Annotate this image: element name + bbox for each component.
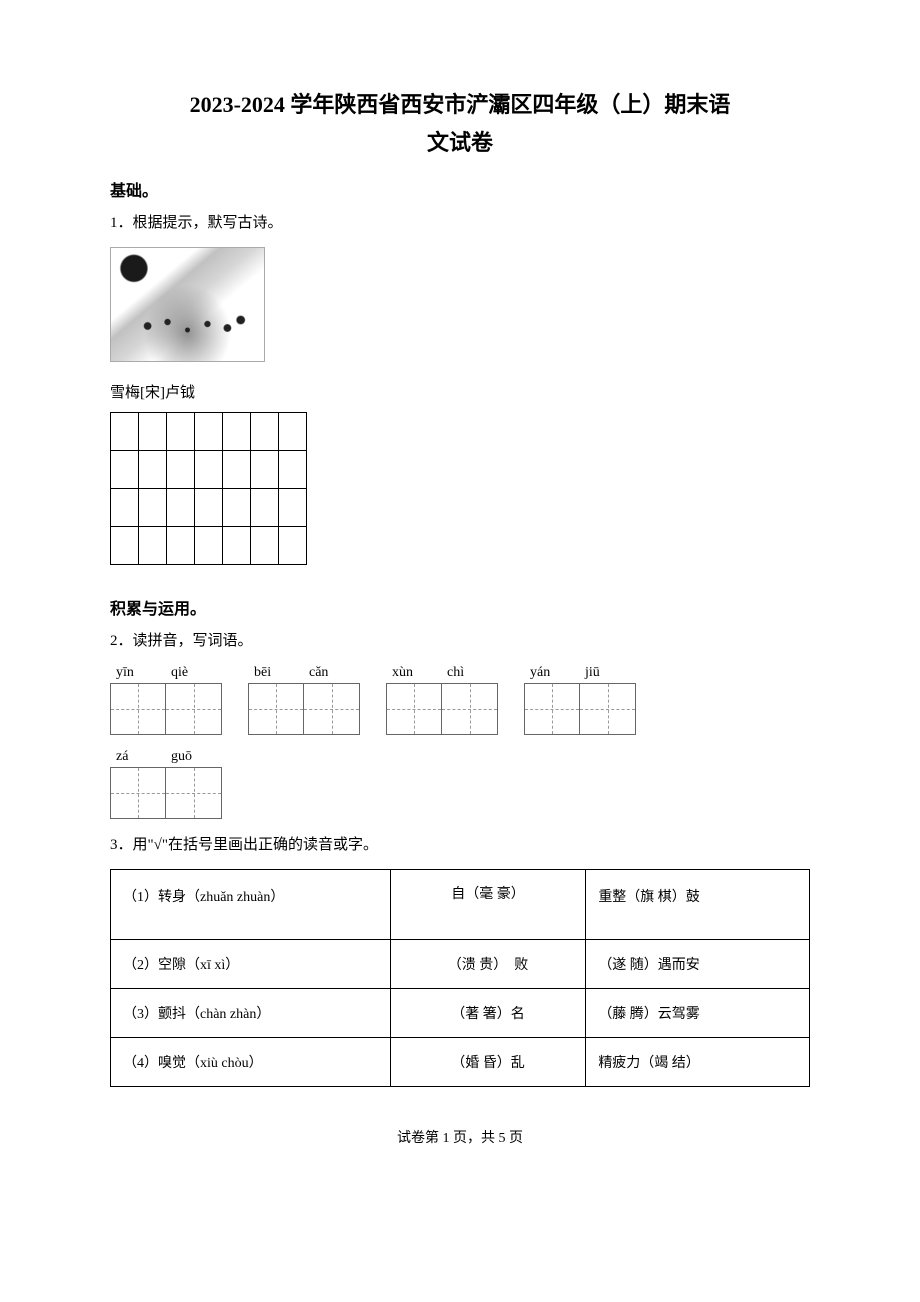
poem-grid-row <box>111 450 307 488</box>
tianzige-cell <box>387 684 442 734</box>
q3-cell: 精疲力（竭 结） <box>586 1037 810 1086</box>
q3-cell: （4）嗅觉（xiù chòu） <box>111 1037 391 1086</box>
q3-cell: （3）颤抖（chàn zhàn） <box>111 988 391 1037</box>
page-footer: 试卷第 1 页，共 5 页 <box>110 1127 810 1147</box>
tianzige-cell <box>304 684 359 734</box>
pinyin-box: yīn qiè <box>110 665 222 735</box>
pinyin-label: chì <box>441 665 496 681</box>
pinyin-box: bēi cǎn <box>248 665 360 735</box>
tianzige-cell <box>166 768 221 818</box>
poem-grid-row <box>111 488 307 526</box>
q2-pinyin-row1: yīn qiè bēi cǎn xùn chì yán jiū <box>110 665 810 735</box>
q3-text: 3．用"√"在括号里画出正确的读音或字。 <box>110 833 810 857</box>
table-row: （3）颤抖（chàn zhàn） （著 箸）名 （藤 腾）云驾雾 <box>111 988 810 1037</box>
pinyin-label: guō <box>165 749 220 765</box>
pinyin-label: jiū <box>579 665 634 681</box>
q3-cell: 重整（旗 棋）鼓 <box>586 869 810 939</box>
q3-cell: （藤 腾）云驾雾 <box>586 988 810 1037</box>
q2-text: 2．读拼音，写词语。 <box>110 629 810 653</box>
tianzige-cell <box>442 684 497 734</box>
table-row: （4）嗅觉（xiù chòu） （婚 昏）乱 精疲力（竭 结） <box>111 1037 810 1086</box>
section-b-heading: 积累与运用。 <box>110 595 810 619</box>
tianzige-cell <box>580 684 635 734</box>
table-row: （1）转身（zhuǎn zhuàn） 自（毫 豪） 重整（旗 棋）鼓 <box>111 869 810 939</box>
section-a-heading: 基础。 <box>110 177 810 201</box>
plum-snow-painting <box>110 247 265 362</box>
q3-table: （1）转身（zhuǎn zhuàn） 自（毫 豪） 重整（旗 棋）鼓 （2）空隙… <box>110 869 810 1087</box>
exam-title-line2: 文试卷 <box>110 125 810 157</box>
pinyin-label: yán <box>524 665 579 681</box>
tianzige-cell <box>249 684 304 734</box>
pinyin-label: zá <box>110 749 165 765</box>
q3-cell: （1）转身（zhuǎn zhuàn） <box>111 869 391 939</box>
pinyin-label: qiè <box>165 665 220 681</box>
q3-cell: （溃 贵） 败 <box>390 939 586 988</box>
pinyin-label: yīn <box>110 665 165 681</box>
poem-grid-row <box>111 412 307 450</box>
q3-cell: （著 箸）名 <box>390 988 586 1037</box>
q1-text: 1．根据提示，默写古诗。 <box>110 211 810 235</box>
tianzige-cell <box>111 684 166 734</box>
exam-title-line1: 2023-2024 学年陕西省西安市浐灞区四年级（上）期末语 <box>110 85 810 125</box>
pinyin-box: zá guō <box>110 749 222 819</box>
pinyin-label: cǎn <box>303 665 358 681</box>
pinyin-box: yán jiū <box>524 665 636 735</box>
poem-answer-grid <box>110 412 307 565</box>
q3-cell: 自（毫 豪） <box>390 869 586 939</box>
pinyin-label: bēi <box>248 665 303 681</box>
pinyin-box: xùn chì <box>386 665 498 735</box>
tianzige-cell <box>525 684 580 734</box>
table-row: （2）空隙（xī xì） （溃 贵） 败 （遂 随）遇而安 <box>111 939 810 988</box>
q2-pinyin-row2: zá guō <box>110 749 810 819</box>
tianzige-cell <box>166 684 221 734</box>
q3-cell: （2）空隙（xī xì） <box>111 939 391 988</box>
poem-grid-row <box>111 526 307 564</box>
q3-cell: （遂 随）遇而安 <box>586 939 810 988</box>
poem-author: 雪梅[宋]卢钺 <box>110 381 810 402</box>
tianzige-cell <box>111 768 166 818</box>
q3-cell: （婚 昏）乱 <box>390 1037 586 1086</box>
pinyin-label: xùn <box>386 665 441 681</box>
